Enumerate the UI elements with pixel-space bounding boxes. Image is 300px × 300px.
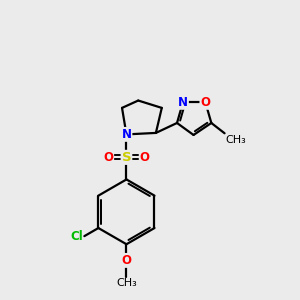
Text: O: O xyxy=(200,96,210,109)
Text: S: S xyxy=(122,151,131,164)
Text: N: N xyxy=(178,96,188,109)
Text: CH₃: CH₃ xyxy=(116,278,137,288)
Text: N: N xyxy=(122,128,131,141)
Text: Cl: Cl xyxy=(70,230,83,243)
Text: O: O xyxy=(122,254,131,267)
Text: O: O xyxy=(103,151,113,164)
Text: CH₃: CH₃ xyxy=(225,135,246,145)
Text: O: O xyxy=(140,151,150,164)
